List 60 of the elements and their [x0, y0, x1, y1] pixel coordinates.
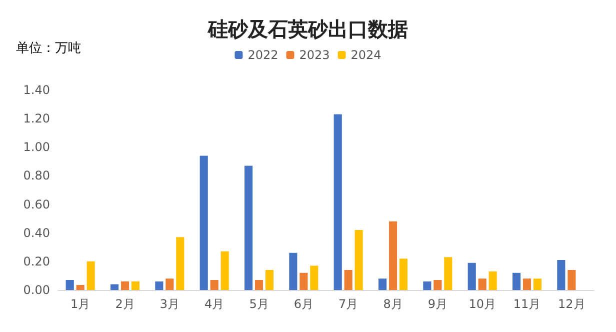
- legend-label: 2023: [299, 48, 330, 62]
- y-tick-label: 0.40: [23, 226, 50, 240]
- bar: [310, 266, 318, 290]
- bar: [300, 272, 308, 290]
- bar: [244, 166, 253, 290]
- legend-label: 2022: [248, 48, 278, 62]
- y-tick-label: 1.00: [23, 140, 50, 154]
- x-tick-label: 10月: [468, 297, 496, 311]
- y-tick-label: 0.20: [23, 254, 50, 268]
- chart-title: 硅砂及石英砂出口数据: [207, 17, 408, 41]
- bar: [423, 281, 432, 290]
- bar: [254, 280, 264, 290]
- bar: [200, 156, 208, 290]
- bar: [388, 221, 398, 290]
- bar: [488, 271, 497, 290]
- x-tick-label: 1月: [70, 297, 90, 311]
- bar: [110, 284, 119, 290]
- x-tick-label: 9月: [428, 297, 448, 311]
- bar: [512, 272, 521, 290]
- bar: [468, 262, 476, 290]
- legend-label: 2024: [350, 48, 382, 62]
- bar: [354, 230, 363, 290]
- x-tick-label: 12月: [558, 297, 586, 311]
- y-tick-label: 0.60: [23, 197, 50, 212]
- bar: [568, 270, 576, 290]
- bar: [131, 281, 140, 290]
- bar: [289, 252, 298, 290]
- bar: [86, 261, 95, 290]
- bar: [76, 285, 84, 290]
- x-tick-label: 5月: [249, 297, 269, 311]
- x-tick-label: 3月: [160, 297, 180, 311]
- x-tick-label: 7月: [338, 297, 358, 311]
- bar: [210, 280, 218, 290]
- bar: [166, 278, 174, 290]
- x-tick-label: 4月: [204, 297, 224, 311]
- bar: [399, 258, 408, 290]
- x-tick-label: 2月: [115, 297, 135, 311]
- bar: [265, 270, 274, 290]
- bar: [378, 278, 387, 290]
- x-tick-label: 11月: [513, 297, 541, 311]
- bar: [176, 237, 184, 290]
- y-tick-label: 1.20: [23, 112, 50, 126]
- bar: [120, 281, 130, 290]
- bar: [155, 281, 164, 290]
- bar: [220, 251, 229, 290]
- y-tick-label: 0.00: [23, 283, 50, 297]
- bar: [533, 278, 542, 290]
- bar: [444, 257, 452, 290]
- bar: [334, 114, 342, 290]
- bar: [344, 270, 352, 290]
- y-tick-label: 0.80: [23, 168, 50, 183]
- bar: [557, 260, 566, 290]
- bar: [66, 280, 74, 290]
- x-tick-label: 6月: [294, 297, 314, 311]
- bar: [522, 278, 532, 290]
- x-tick-label: 8月: [383, 297, 403, 311]
- bar: [478, 278, 486, 290]
- text: 单位：万吨: [16, 41, 81, 56]
- bar: [434, 280, 442, 290]
- y-tick-label: 1.40: [23, 83, 50, 97]
